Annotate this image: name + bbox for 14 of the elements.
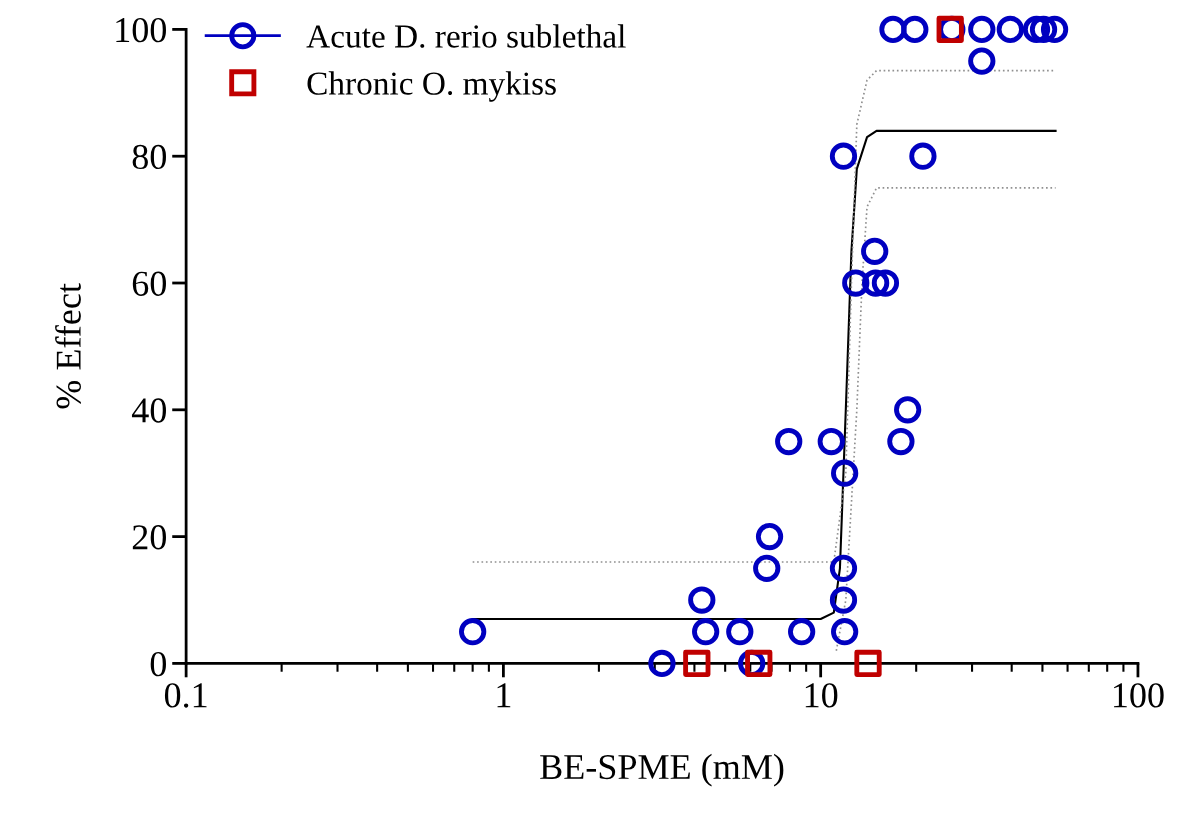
- y-tick-label: 80: [132, 144, 166, 170]
- y-tick-label: 40: [131, 398, 166, 423]
- x-tick-label: 10: [805, 683, 838, 708]
- legend-label: Chronic O. mykiss: [307, 71, 556, 102]
- x-tick-label: 0.1: [164, 683, 207, 708]
- y-tick-label: 0: [150, 651, 166, 677]
- y-axis-title: % Effect: [55, 283, 81, 409]
- y-tick-label: 100: [116, 17, 166, 43]
- x-tick-label: 1: [497, 683, 511, 708]
- y-tick-label: 60: [132, 271, 166, 296]
- x-axis-title: BE-SPME (mM): [540, 753, 784, 787]
- y-tick-label: 20: [132, 525, 166, 550]
- x-tick-label: 100: [1114, 683, 1164, 708]
- legend-label: Acute D. rerio sublethal: [306, 24, 626, 48]
